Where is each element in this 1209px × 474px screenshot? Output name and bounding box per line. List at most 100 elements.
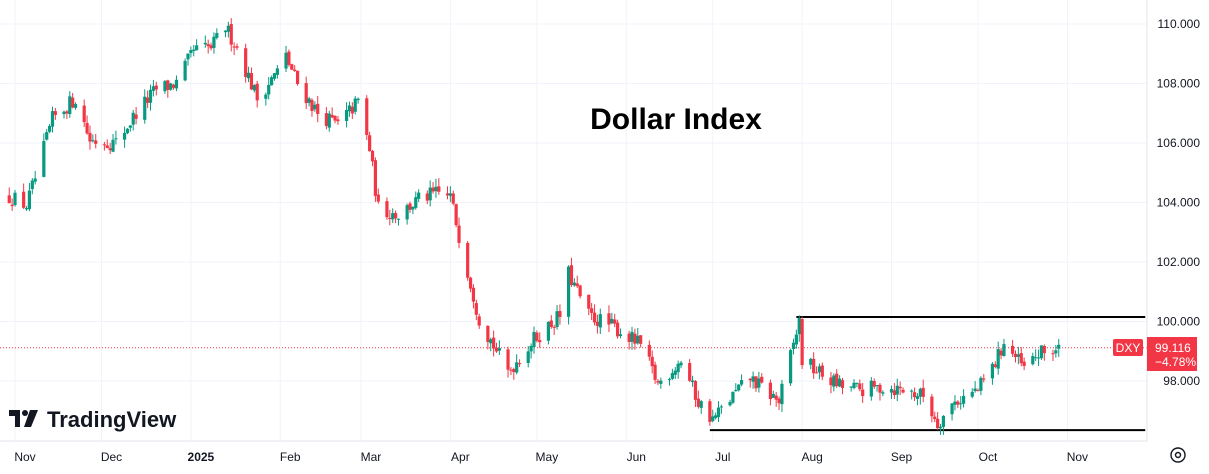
candle[interactable] [739, 374, 744, 387]
candle[interactable] [7, 187, 11, 204]
candle[interactable] [223, 30, 228, 38]
candle[interactable] [393, 210, 398, 224]
candle[interactable] [186, 53, 190, 66]
candle[interactable] [656, 378, 660, 386]
candle[interactable] [982, 374, 986, 383]
candle[interactable] [71, 93, 75, 109]
candle[interactable] [42, 133, 46, 178]
candle[interactable] [33, 170, 37, 185]
candle[interactable] [471, 284, 476, 309]
candle[interactable] [693, 380, 698, 407]
candle[interactable] [858, 379, 862, 392]
candle[interactable] [122, 126, 127, 148]
candle[interactable] [437, 178, 441, 195]
candle[interactable] [835, 369, 839, 388]
candle[interactable] [50, 106, 55, 133]
candle[interactable] [517, 359, 522, 367]
candle[interactable] [607, 305, 611, 333]
candle[interactable] [209, 42, 213, 51]
candle[interactable] [895, 378, 899, 402]
candle[interactable] [849, 386, 853, 392]
candle[interactable] [333, 115, 337, 124]
candle[interactable] [88, 125, 92, 150]
candle[interactable] [370, 149, 375, 167]
candle[interactable] [878, 382, 882, 401]
candle[interactable] [131, 109, 135, 131]
candle[interactable] [751, 371, 755, 389]
candle[interactable] [316, 96, 320, 123]
candle[interactable] [734, 383, 738, 392]
candle[interactable] [215, 28, 219, 40]
candle[interactable] [396, 218, 401, 226]
candle[interactable] [166, 79, 170, 98]
candle[interactable] [956, 400, 960, 409]
candle[interactable] [307, 96, 311, 107]
candle[interactable] [368, 131, 372, 152]
candle[interactable] [869, 377, 873, 401]
candle[interactable] [959, 396, 963, 410]
candle[interactable] [788, 348, 793, 386]
candle[interactable] [941, 415, 946, 435]
candle[interactable] [970, 388, 974, 399]
candle[interactable] [506, 346, 510, 378]
candle[interactable] [27, 182, 32, 212]
candle[interactable] [809, 357, 813, 370]
time-axis[interactable]: Nov Dec 2025 Feb Mar Apr May Jun Jul Aug Sep Oct Nov [14, 450, 1088, 464]
candle[interactable] [820, 362, 824, 381]
candle[interactable] [512, 367, 516, 380]
candle[interactable] [146, 90, 150, 109]
candle[interactable] [791, 338, 796, 355]
candle[interactable] [832, 373, 836, 392]
candle[interactable] [814, 366, 819, 374]
candle[interactable] [94, 133, 98, 149]
candle[interactable] [376, 188, 380, 204]
candle[interactable] [938, 423, 943, 435]
tradingview-logo[interactable]: TradingView [9, 407, 177, 432]
candle[interactable] [950, 403, 954, 421]
candle[interactable] [388, 209, 392, 226]
candle[interactable] [1002, 338, 1006, 357]
candle[interactable] [350, 102, 354, 120]
candle[interactable] [10, 198, 14, 211]
candle[interactable] [1016, 346, 1020, 365]
candle[interactable] [91, 134, 95, 143]
candle[interactable] [171, 83, 176, 90]
candle[interactable] [575, 275, 579, 289]
candle[interactable] [183, 58, 187, 82]
candle[interactable] [667, 377, 672, 386]
candle[interactable] [748, 377, 752, 388]
candle[interactable] [716, 401, 721, 422]
candle[interactable] [235, 43, 239, 51]
candle[interactable] [411, 206, 415, 215]
candle[interactable] [336, 115, 340, 125]
candle[interactable] [125, 127, 130, 135]
candle[interactable] [47, 123, 52, 134]
candle[interactable] [1011, 339, 1015, 357]
candle[interactable] [330, 107, 334, 119]
candle[interactable] [466, 240, 470, 281]
candle[interactable] [780, 379, 784, 413]
candle[interactable] [976, 388, 980, 392]
candle[interactable] [62, 110, 66, 119]
candle[interactable] [448, 186, 452, 203]
candle[interactable] [30, 178, 34, 195]
candle[interactable] [327, 110, 331, 132]
candle[interactable] [590, 302, 594, 321]
candle[interactable] [552, 324, 556, 335]
candle[interactable] [497, 340, 501, 355]
candle[interactable] [529, 343, 533, 359]
candle[interactable] [195, 39, 199, 51]
candle[interactable] [728, 399, 732, 407]
candle[interactable] [477, 313, 481, 329]
candle[interactable] [169, 82, 173, 91]
candle[interactable] [454, 203, 458, 228]
candle[interactable] [408, 201, 412, 213]
candle[interactable] [1054, 345, 1058, 358]
candle[interactable] [800, 316, 804, 369]
candle[interactable] [468, 276, 473, 293]
candle[interactable] [270, 75, 274, 86]
candle[interactable] [592, 304, 597, 326]
candle[interactable] [578, 284, 582, 299]
candle[interactable] [509, 367, 513, 376]
candle[interactable] [203, 35, 207, 48]
